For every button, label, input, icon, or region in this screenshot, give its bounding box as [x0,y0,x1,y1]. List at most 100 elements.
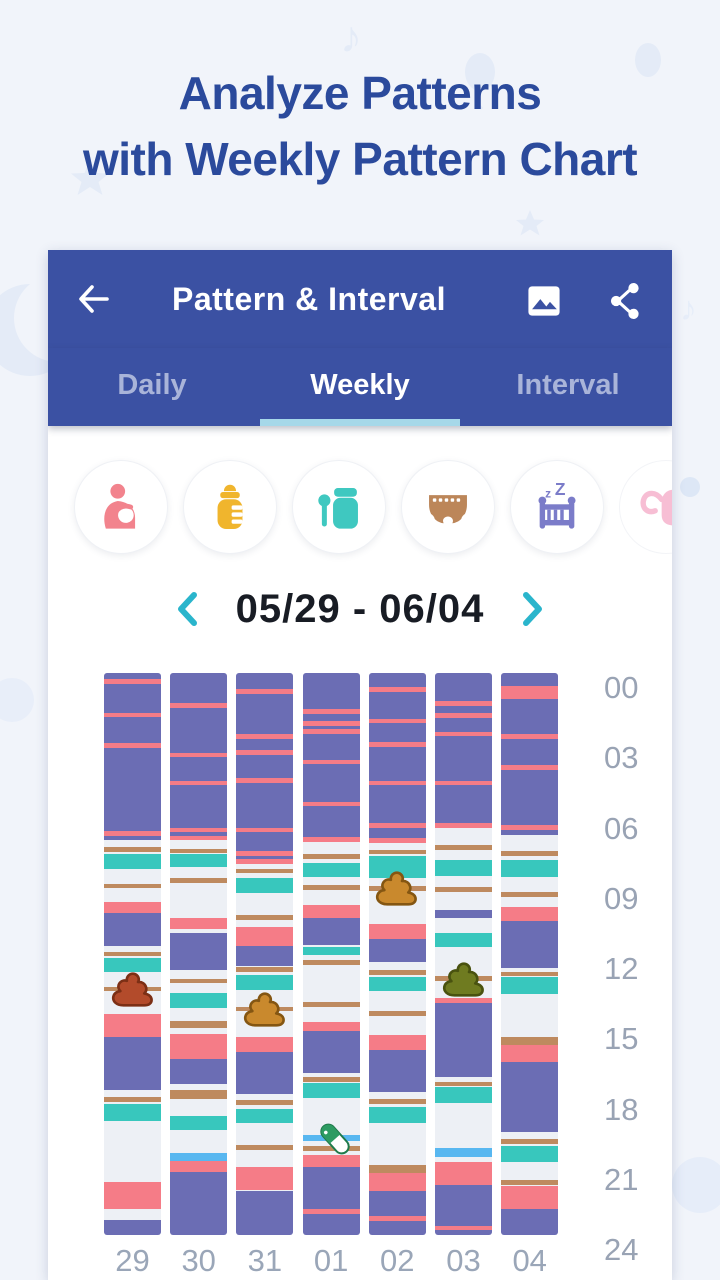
category-breastfeeding-button[interactable] [74,460,168,554]
segment-feed [435,1225,492,1231]
segment-feed [302,1209,360,1214]
segment-sleep [368,723,426,743]
page-title: Analyze Patterns with Weekly Pattern Cha… [0,60,720,192]
segment-food [501,977,559,994]
category-baby-food-button[interactable] [292,460,386,554]
segment-sleep [302,764,360,802]
segment-feed [501,1185,559,1210]
segment-food [501,1146,559,1163]
segment-food [368,1107,426,1123]
segment-food [501,860,559,877]
next-week-button[interactable] [520,590,546,628]
segment-sleep [104,1037,161,1090]
segment-sleep [435,1230,492,1235]
segment-sleep [501,1061,559,1132]
segment-diaper [236,915,294,921]
segment-sleep [435,909,492,918]
time-tick-15: 15 [604,1021,639,1057]
day-column-02 [368,673,426,1235]
segment-diaper [170,1089,228,1100]
segment-feed [236,750,294,755]
day-column-03 [435,673,492,1235]
segment-sleep [435,736,492,781]
segment-sleep [104,835,161,841]
segment-food [170,992,228,1008]
segment-feed [104,678,161,684]
segment-feed [302,836,360,842]
segment-feed [236,850,294,856]
segment-diaper [236,868,294,874]
segment-food [170,1115,228,1130]
segment-diaper [170,1020,228,1028]
chevron-right-icon [523,592,543,626]
category-pump-button[interactable] [619,460,672,554]
share-button[interactable] [606,279,650,323]
segment-feed [236,1037,294,1053]
category-bottle-button[interactable] [183,460,277,554]
segment-food [435,932,492,947]
segment-feed [104,902,161,913]
segment-sleep [104,1219,161,1235]
segment-diaper [501,891,559,897]
segment-diaper [435,845,492,850]
day-column-01 [302,673,360,1235]
segment-diaper [302,959,360,965]
segment-diaper [368,1164,426,1173]
poop-marker [440,958,488,999]
segment-feed [302,801,360,807]
segment-food [302,946,360,956]
time-tick-03: 03 [604,740,639,776]
time-tick-24: 24 [604,1232,639,1267]
segment-diaper [501,1179,559,1185]
segment-sleep [501,1209,559,1235]
segment-feed [368,742,426,747]
segment-sleep [236,694,294,734]
segment-diaper [368,1011,426,1017]
category-sleep-button[interactable]: z Z [510,460,604,554]
segment-food [236,1108,294,1123]
segment-sleep [302,713,360,721]
segment-feed [170,752,228,758]
day-label-03: 03 [446,1243,481,1278]
segment-sleep [104,717,161,744]
segment-feed [170,1161,228,1172]
segment-feed [435,998,492,1004]
back-button[interactable] [74,279,114,319]
segment-sleep [368,691,426,719]
segment-sleep [170,708,228,753]
segment-sleep [236,832,294,851]
export-image-button[interactable] [522,279,566,323]
day-column-31 [236,673,294,1235]
segment-feed [104,831,161,836]
segment-feed [302,1021,360,1032]
tab-weekly[interactable]: Weekly [256,348,464,422]
segment-sleep [302,733,360,760]
segment-med [435,1148,492,1157]
category-diaper-button[interactable] [401,460,495,554]
tab-bar: Daily Weekly Interval [48,348,672,426]
segment-feed [170,917,228,930]
day-label-02: 02 [380,1243,415,1278]
segment-food [236,975,294,991]
tab-interval[interactable]: Interval [464,348,672,422]
page-title-line1: Analyze Patterns [178,67,542,119]
segment-sleep [302,806,360,837]
segment-feed [236,1167,294,1191]
segment-feed [170,703,228,709]
segment-diaper [501,1138,559,1144]
baby-food-icon [318,488,358,529]
segment-sleep [501,698,559,734]
segment-sleep [435,1003,492,1077]
segment-feed [501,907,559,922]
segment-sleep [435,705,492,714]
prev-week-button[interactable] [174,590,200,628]
segment-food [236,877,294,894]
segment-diaper [368,849,426,855]
segment-diaper [104,883,161,889]
pattern-chart: 00 03 06 09 12 15 18 21 24 29 30 31 01 02 03 04 [48,670,672,1280]
segment-diaper [170,877,228,883]
tab-daily[interactable]: Daily [48,348,256,422]
segment-feed [368,687,426,692]
segment-diaper [104,847,161,853]
segment-feed [368,1172,426,1191]
